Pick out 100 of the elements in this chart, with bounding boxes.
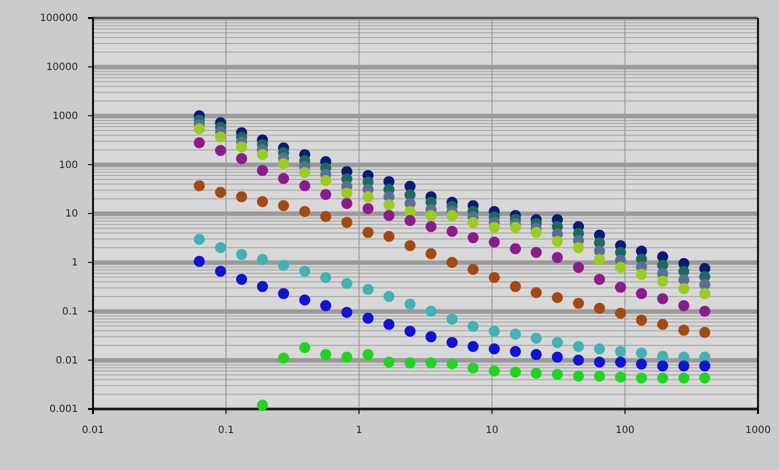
point xyxy=(615,262,626,273)
point xyxy=(362,203,374,214)
point xyxy=(404,240,416,252)
point xyxy=(572,341,584,352)
point xyxy=(256,254,268,265)
point xyxy=(426,306,437,317)
point xyxy=(530,368,542,379)
point xyxy=(699,352,710,363)
point xyxy=(362,191,374,202)
point xyxy=(530,287,542,298)
point xyxy=(194,234,205,245)
point xyxy=(530,226,542,238)
point xyxy=(468,362,479,374)
point xyxy=(510,243,521,254)
point xyxy=(278,352,290,364)
point xyxy=(510,346,521,358)
x-tick-label: 0.1 xyxy=(218,425,234,436)
point xyxy=(362,312,374,324)
point xyxy=(468,232,479,244)
point xyxy=(383,356,394,368)
point xyxy=(699,360,710,372)
point xyxy=(278,200,290,212)
point xyxy=(320,300,332,312)
point xyxy=(362,349,374,360)
point xyxy=(468,264,479,275)
point xyxy=(510,328,521,340)
point xyxy=(636,347,647,358)
point xyxy=(341,306,352,318)
point xyxy=(404,214,416,226)
point xyxy=(215,266,226,277)
point xyxy=(236,274,248,285)
point xyxy=(404,357,416,368)
y-tick-label: 1000 xyxy=(52,110,78,122)
point xyxy=(615,282,626,293)
point xyxy=(678,324,690,336)
point xyxy=(299,266,310,277)
point xyxy=(530,332,542,344)
point xyxy=(320,210,332,222)
point xyxy=(215,186,226,198)
y-tick-label: 0.01 xyxy=(56,355,78,366)
point xyxy=(341,352,352,363)
point xyxy=(446,336,458,348)
point xyxy=(699,372,710,384)
x-tick-label: 100 xyxy=(615,425,635,436)
point xyxy=(552,236,563,247)
point xyxy=(299,206,310,217)
point xyxy=(510,366,521,378)
point xyxy=(552,292,563,304)
point xyxy=(278,158,290,170)
point xyxy=(488,326,500,337)
point xyxy=(636,314,647,326)
point xyxy=(215,144,226,156)
point xyxy=(256,196,268,208)
point xyxy=(552,252,563,263)
y-tick-label: 100000 xyxy=(40,13,78,24)
point xyxy=(236,248,248,260)
point xyxy=(341,278,352,289)
x-tick-label: 10 xyxy=(486,425,498,436)
point xyxy=(678,352,690,363)
point xyxy=(488,343,500,354)
point xyxy=(320,188,332,200)
point xyxy=(468,320,479,332)
point xyxy=(446,314,458,325)
point xyxy=(341,198,352,210)
x-tick-label: 1000 xyxy=(745,425,771,436)
point xyxy=(678,372,690,384)
point xyxy=(278,288,290,300)
point xyxy=(530,246,542,258)
y-tick-label: 10 xyxy=(65,208,78,220)
point xyxy=(699,326,710,338)
point xyxy=(510,222,521,233)
point xyxy=(299,294,310,306)
point xyxy=(256,281,268,292)
point xyxy=(383,318,394,330)
point xyxy=(404,206,416,217)
point xyxy=(446,210,458,221)
point xyxy=(446,226,458,237)
point xyxy=(636,268,647,280)
point xyxy=(530,349,542,360)
y-tick-label: 0.001 xyxy=(49,404,78,416)
point xyxy=(426,248,437,260)
point xyxy=(404,298,416,310)
point xyxy=(236,191,248,202)
point xyxy=(468,341,479,352)
point xyxy=(278,260,290,271)
point xyxy=(572,262,584,273)
point xyxy=(510,281,521,292)
point xyxy=(236,153,248,164)
point xyxy=(657,318,668,330)
point xyxy=(299,167,310,178)
point xyxy=(678,283,690,294)
point xyxy=(636,372,647,384)
point xyxy=(256,149,268,160)
point xyxy=(657,360,668,372)
point xyxy=(341,188,352,199)
point xyxy=(699,306,710,317)
point xyxy=(404,326,416,337)
point xyxy=(594,274,605,285)
point xyxy=(320,272,332,284)
point xyxy=(236,141,248,152)
